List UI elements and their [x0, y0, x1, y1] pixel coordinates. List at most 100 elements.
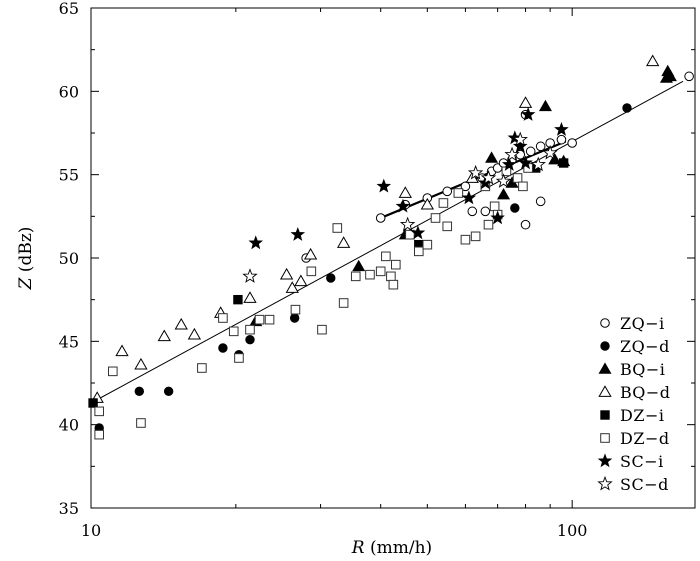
data-point	[336, 236, 351, 248]
legend-label: ZQ−d	[620, 337, 670, 356]
legend-marker	[600, 433, 610, 443]
data-point	[438, 198, 449, 208]
data-point	[108, 366, 118, 377]
data-point	[554, 122, 569, 136]
plot-frame	[90, 7, 696, 509]
series-star-filled	[248, 107, 569, 250]
data-point	[489, 201, 500, 212]
legend: ZQ−i ZQ−d BQ−i BQ−d DZ−i DZ−d SC−i SC−d	[597, 314, 670, 494]
data-point	[535, 141, 546, 152]
data-point	[289, 313, 300, 323]
data-point	[174, 317, 188, 330]
data-point	[375, 266, 386, 277]
data-point	[548, 153, 562, 165]
data-point	[485, 151, 499, 163]
data-point	[285, 281, 299, 293]
data-point	[376, 178, 392, 193]
series-circle-open	[301, 71, 694, 263]
data-point	[279, 267, 294, 280]
data-point	[375, 213, 386, 223]
data-point	[398, 186, 412, 198]
series-triangle-open	[90, 54, 660, 403]
data-point	[88, 398, 98, 408]
legend-marker	[598, 385, 612, 397]
data-point	[515, 149, 526, 160]
data-point	[317, 324, 327, 335]
series-square-filled	[88, 158, 569, 408]
legend-label: SC−d	[620, 475, 669, 494]
data-point	[495, 173, 512, 188]
data-point	[290, 227, 306, 241]
legend-marker	[597, 475, 613, 491]
data-point	[365, 269, 375, 280]
data-point	[520, 219, 531, 230]
y-tick-label: 65	[59, 0, 79, 18]
data-point	[248, 235, 264, 250]
data-point	[512, 173, 523, 183]
data-point	[115, 344, 129, 357]
data-point	[228, 326, 239, 337]
legend-marker	[600, 341, 610, 351]
x-axis-label: R (mm/h)	[351, 538, 432, 558]
data-points	[88, 54, 694, 440]
data-point	[264, 314, 275, 325]
y-axis-label: Z (dBz)	[16, 227, 36, 291]
data-point	[352, 259, 366, 272]
data-point	[525, 146, 536, 157]
fit-lines	[90, 80, 684, 404]
axis-ticks: 35 40 45 50 55 60 65 10 100	[59, 0, 695, 540]
data-point	[567, 138, 577, 148]
data-point	[233, 294, 243, 305]
data-point	[242, 268, 258, 283]
data-point	[558, 158, 569, 168]
data-point	[381, 251, 391, 262]
data-point	[218, 343, 228, 353]
data-point	[460, 234, 471, 245]
data-point	[646, 54, 660, 67]
data-point	[663, 69, 677, 82]
data-point	[467, 164, 484, 180]
legend-label: ZQ−i	[620, 314, 665, 333]
plot-border	[90, 7, 696, 509]
data-point	[94, 406, 104, 417]
data-point	[467, 206, 478, 217]
data-point	[470, 231, 481, 242]
legend-marker	[598, 362, 612, 374]
data-point	[94, 429, 104, 440]
data-point	[405, 229, 415, 240]
y-tick-label: 55	[59, 166, 79, 185]
data-point	[136, 418, 146, 428]
data-point	[512, 131, 528, 147]
data-point	[510, 203, 520, 213]
y-tick-label: 45	[59, 332, 79, 351]
legend-marker	[597, 453, 613, 468]
data-point	[134, 386, 144, 397]
data-point	[294, 274, 308, 287]
data-point	[497, 188, 511, 200]
data-point	[490, 210, 505, 225]
legend-label: BQ−i	[620, 360, 665, 379]
series-star-open	[242, 131, 558, 283]
data-point	[480, 169, 497, 185]
data-point	[518, 96, 533, 108]
data-point	[290, 304, 301, 315]
legend-label: SC−i	[620, 452, 664, 471]
data-point	[413, 246, 424, 257]
data-point	[483, 219, 494, 230]
x-tick-label: 100	[557, 521, 588, 540]
data-point	[538, 99, 552, 112]
data-point	[197, 363, 207, 373]
data-point	[504, 146, 520, 162]
data-point	[422, 239, 433, 250]
data-point	[326, 273, 336, 283]
data-point	[442, 221, 453, 232]
data-point	[391, 259, 401, 270]
data-point	[460, 181, 471, 192]
data-point	[332, 223, 343, 233]
data-point	[234, 353, 244, 363]
data-point	[501, 157, 517, 171]
data-point	[245, 334, 255, 345]
data-point	[556, 134, 567, 145]
y-tick-label: 40	[59, 416, 79, 435]
